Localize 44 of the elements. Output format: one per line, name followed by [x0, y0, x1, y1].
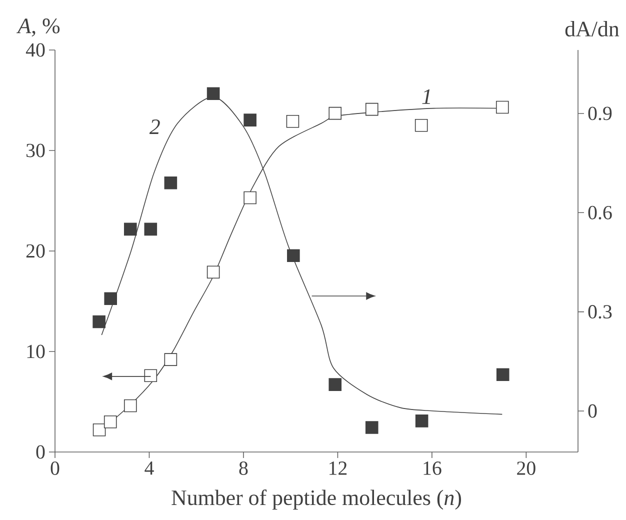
- point: [244, 114, 256, 126]
- y2-tick-label: 0.3: [588, 305, 612, 319]
- point: [92, 423, 106, 436]
- x-tick-label: 0: [50, 462, 60, 475]
- point: [244, 191, 256, 204]
- y2-axis-title: dA/dn: [565, 21, 620, 36]
- point: [415, 414, 428, 428]
- point: [365, 102, 378, 116]
- x-tick-label: 4: [144, 462, 154, 475]
- point: [164, 176, 178, 190]
- y-tick-label: 20: [26, 244, 45, 258]
- y-tick-label: 30: [26, 144, 45, 158]
- point: [496, 100, 509, 114]
- point: [164, 353, 178, 366]
- point: [104, 292, 117, 305]
- y-tick-label: 40: [26, 43, 45, 57]
- point: [144, 222, 158, 236]
- point: [144, 369, 158, 382]
- point: [286, 114, 300, 128]
- annotation: 2: [149, 120, 160, 134]
- point: [206, 87, 220, 100]
- x-tick-label: 8: [239, 462, 248, 475]
- x-tick-label: 12: [329, 462, 347, 475]
- annotation: 1: [422, 89, 430, 104]
- point: [414, 118, 428, 132]
- point: [104, 415, 117, 428]
- point: [124, 222, 137, 236]
- point: [92, 315, 106, 328]
- y2-tick-label: 0: [588, 404, 597, 418]
- y2-tick-label: 0.6: [588, 206, 612, 220]
- point: [287, 249, 300, 262]
- x-tick-label: 20: [517, 462, 536, 475]
- point: [328, 106, 342, 120]
- point: [365, 421, 378, 434]
- point: [328, 378, 342, 391]
- y2-tick-label: 0.9: [588, 106, 612, 120]
- y-tick-label: 10: [27, 344, 45, 358]
- point: [206, 266, 220, 279]
- x-tick-label: 16: [424, 462, 442, 475]
- point: [124, 399, 137, 412]
- y-axis-title: A, %: [16, 18, 60, 36]
- point: [496, 368, 510, 382]
- x-axis-title: Number of peptide molecules (n): [172, 490, 462, 510]
- y-tick-label: 0: [36, 445, 45, 459]
